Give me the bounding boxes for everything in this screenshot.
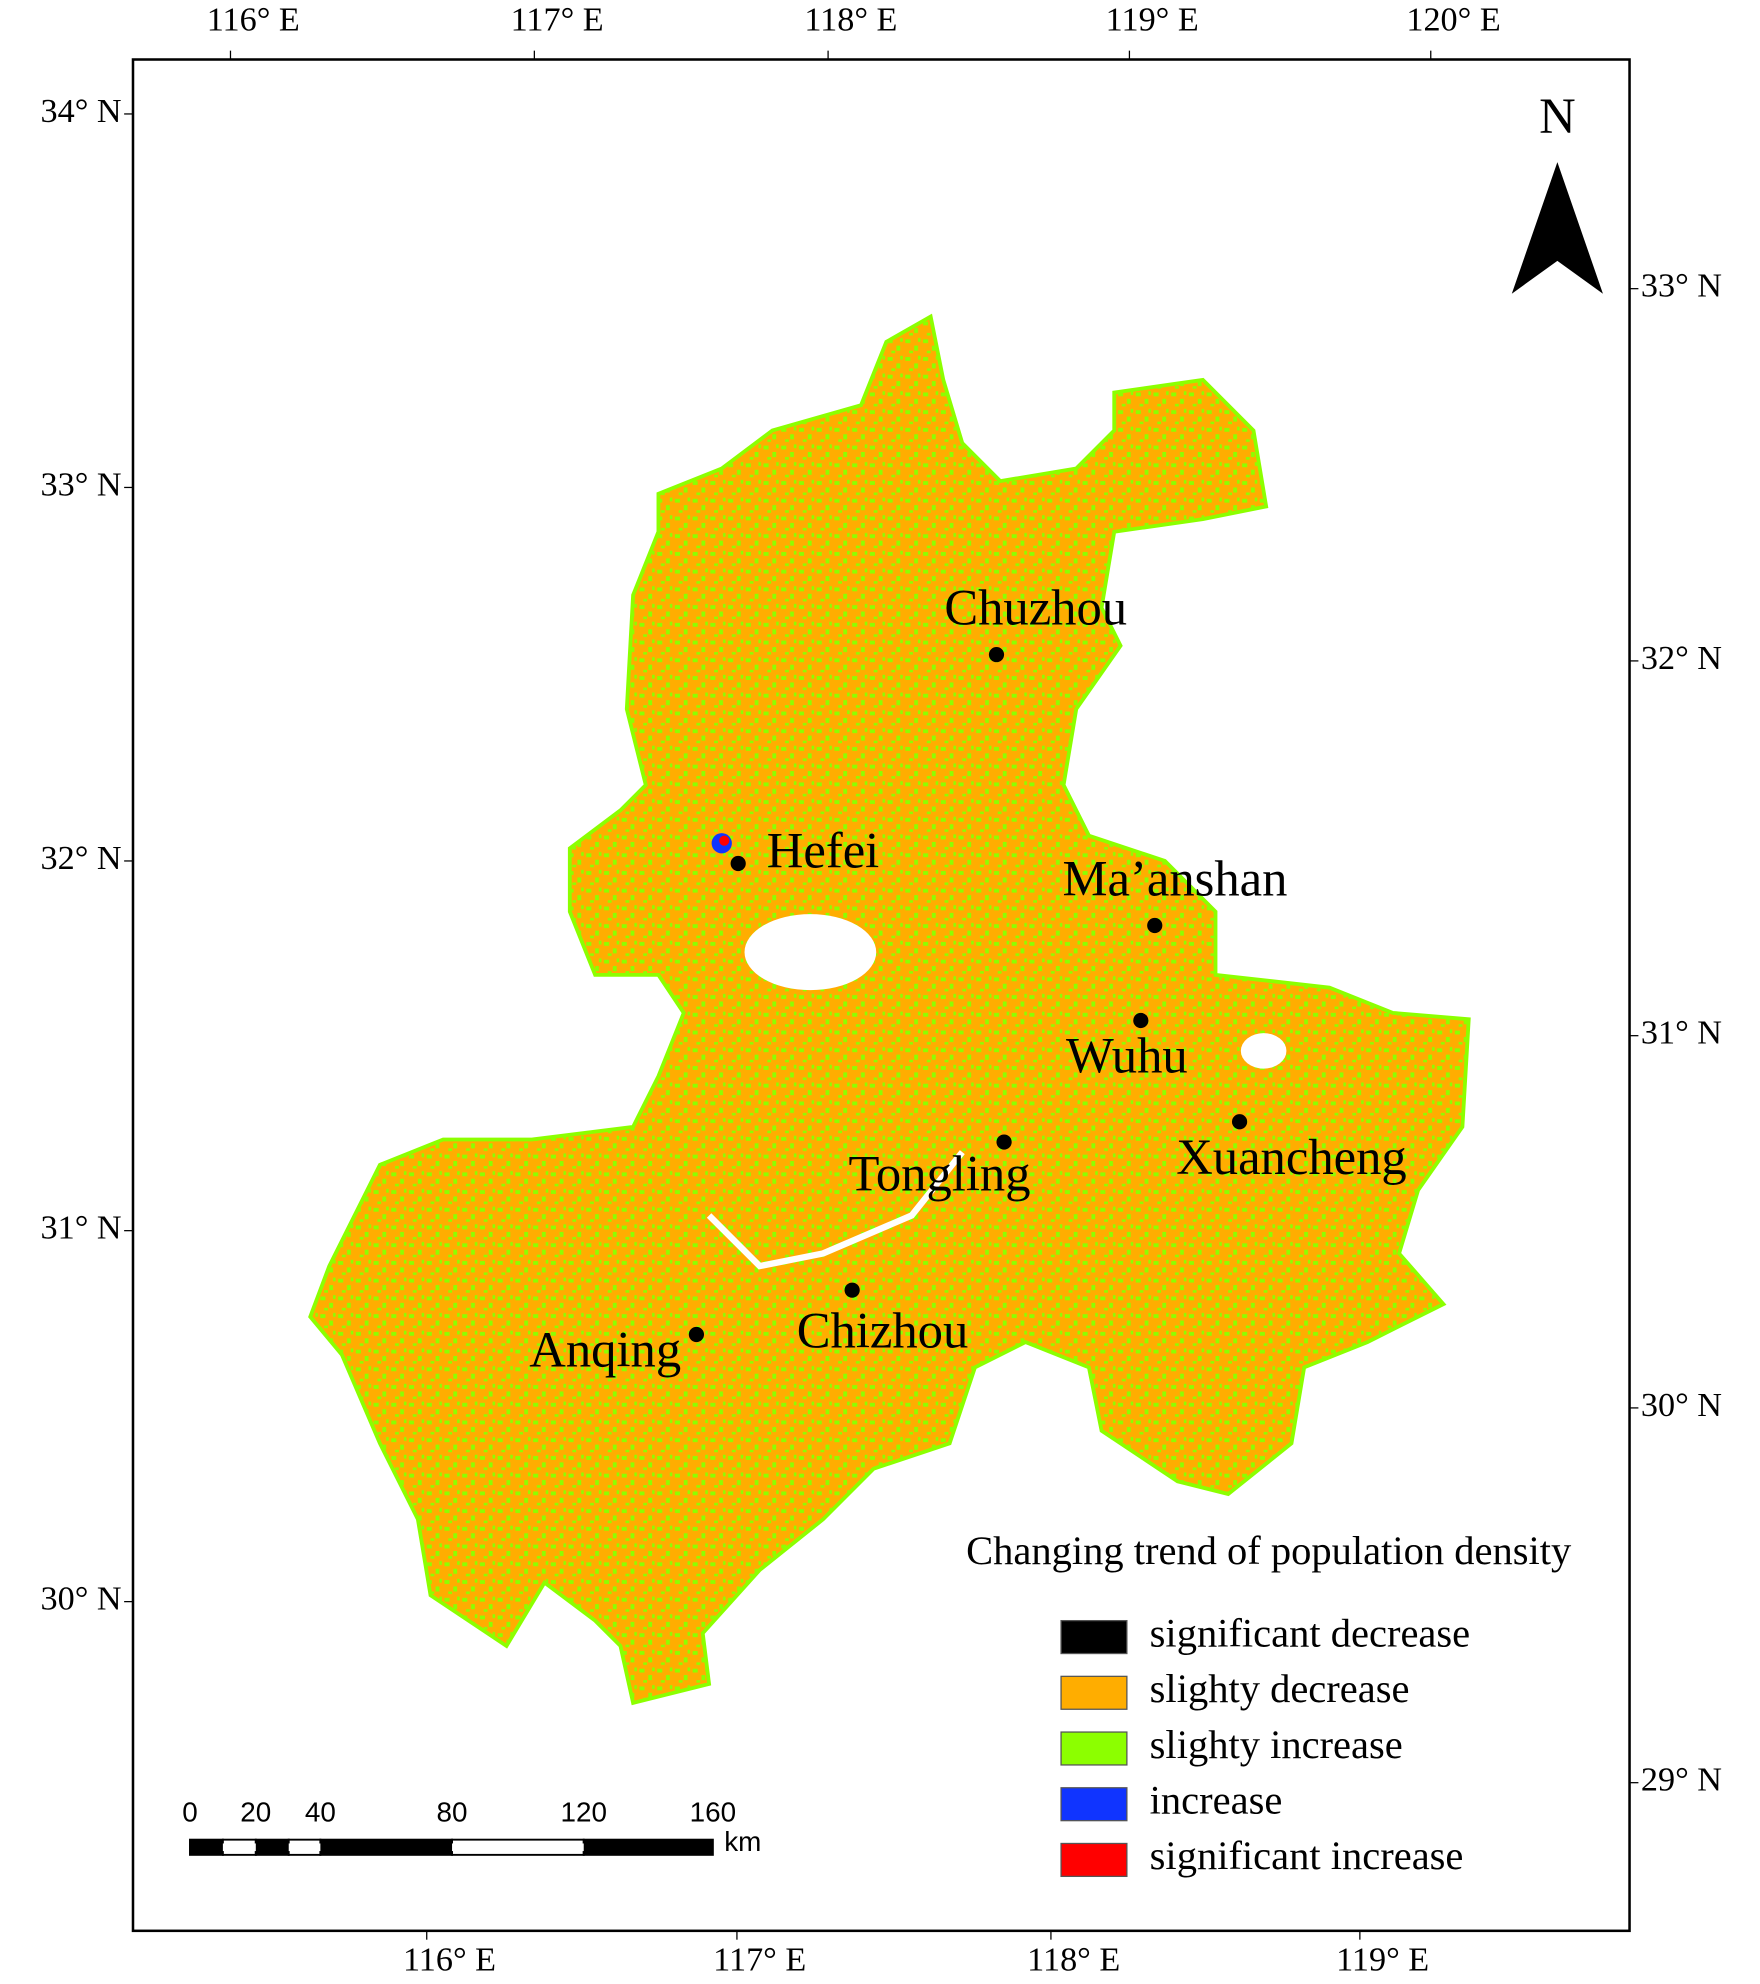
urban-significant-increase (719, 835, 730, 846)
scale-segment (189, 1838, 224, 1856)
scale-label: 120 (560, 1797, 606, 1828)
lat-label: 33° N (1641, 268, 1722, 305)
lon-label: 117° E (511, 2, 604, 39)
city-dot (996, 1134, 1012, 1150)
city-label: Hefei (767, 823, 879, 879)
lon-label: 118° E (1027, 1941, 1120, 1978)
scale-inner (222, 1843, 256, 1852)
city-label: Xuancheng (1176, 1129, 1407, 1185)
lon-label: 119° E (1106, 2, 1199, 39)
scale-label: 40 (305, 1797, 336, 1828)
city-dot (1231, 1114, 1248, 1130)
north-arrow-shape (1511, 162, 1603, 294)
north-arrow: N (1511, 88, 1603, 294)
legend-swatch (1060, 1842, 1128, 1878)
city-label: Tongling (848, 1145, 1030, 1201)
lat-label: 32° N (1641, 640, 1722, 677)
legend-swatch (1060, 1787, 1128, 1822)
scale-label: 160 (690, 1797, 736, 1828)
north-label: N (1539, 88, 1576, 144)
scale-segment (582, 1838, 714, 1856)
lon-label: 119° E (1336, 1941, 1429, 1978)
lat-label: 34° N (41, 93, 122, 130)
legend-swatch (1060, 1731, 1128, 1766)
city-dot (1147, 917, 1163, 934)
river (706, 1150, 965, 1270)
scale-label: 0 (182, 1797, 198, 1828)
scale-unit: km (724, 1826, 761, 1857)
city-label: Wuhu (1066, 1028, 1188, 1084)
legend-label: slighty decrease (1150, 1666, 1410, 1711)
city-dot (730, 855, 746, 872)
lake (1240, 1033, 1287, 1069)
legend-label: increase (1150, 1778, 1283, 1823)
city-label: Ma’anshan (1063, 850, 1288, 906)
scale-inner (452, 1843, 584, 1852)
legend-swatch (1060, 1675, 1128, 1710)
lat-label: 31° N (1641, 1015, 1722, 1052)
lake (744, 914, 877, 991)
lon-label: 116° E (403, 1941, 496, 1978)
lat-label: 30° N (41, 1580, 122, 1617)
city-label: Chizhou (797, 1302, 969, 1358)
scale-segment (254, 1838, 290, 1856)
scale-label: 80 (437, 1797, 468, 1828)
lat-label: 30° N (1641, 1387, 1722, 1424)
legend-swatch (1060, 1619, 1128, 1655)
lon-label: 117° E (713, 1941, 806, 1978)
city-dot (1133, 1012, 1149, 1029)
scale-inner (288, 1843, 321, 1852)
lat-label: 29° N (1641, 1762, 1722, 1799)
lat-label: 31° N (41, 1210, 122, 1247)
legend-label: significant decrease (1150, 1610, 1470, 1655)
lon-label: 116° E (207, 2, 300, 39)
legend-label: significant increase (1150, 1833, 1464, 1878)
lat-label: 33° N (41, 466, 122, 503)
city-label: Chuzhou (944, 579, 1127, 635)
lon-label: 120° E (1406, 2, 1500, 39)
lon-label: 118° E (804, 2, 897, 39)
legend-title: Changing trend of population density (966, 1528, 1572, 1573)
city-dot (988, 646, 1005, 663)
legend: Changing trend of population density sig… (966, 1528, 1572, 1878)
city-label: Anqing (529, 1321, 681, 1377)
legend-label: slighty increase (1150, 1722, 1403, 1767)
map-frame (131, 58, 1631, 1933)
region-texture (310, 316, 1469, 1703)
city-dot (844, 1282, 860, 1298)
lat-label: 32° N (41, 840, 122, 877)
region (308, 313, 1471, 1706)
scale-label: 20 (240, 1797, 271, 1828)
scale-segment (319, 1838, 454, 1856)
city-dot (688, 1326, 705, 1343)
